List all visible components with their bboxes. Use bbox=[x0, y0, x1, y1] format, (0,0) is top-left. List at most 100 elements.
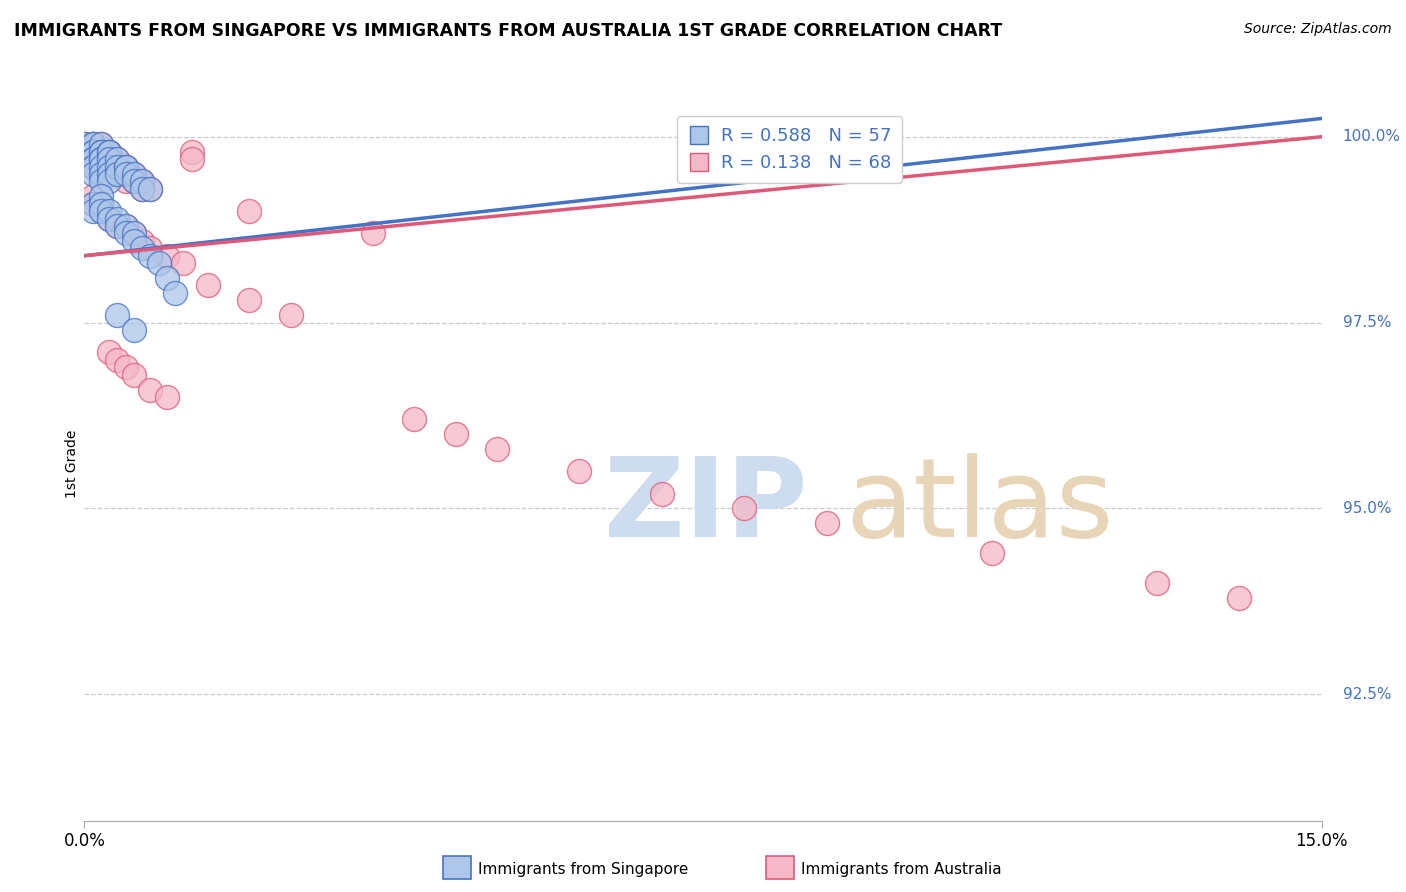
Point bbox=[98, 145, 121, 159]
Text: 95.0%: 95.0% bbox=[1343, 501, 1391, 516]
Point bbox=[1227, 591, 1250, 605]
Point bbox=[148, 256, 170, 270]
Point bbox=[105, 152, 128, 166]
Point bbox=[114, 160, 136, 174]
Point bbox=[105, 219, 128, 233]
Text: 100.0%: 100.0% bbox=[1343, 129, 1400, 145]
Point bbox=[131, 174, 153, 188]
Point bbox=[114, 219, 136, 233]
Point bbox=[90, 152, 112, 166]
Point bbox=[122, 323, 145, 337]
Y-axis label: 1st Grade: 1st Grade bbox=[65, 430, 79, 498]
Point bbox=[131, 182, 153, 196]
Point bbox=[139, 182, 162, 196]
Point bbox=[98, 345, 121, 359]
Point bbox=[82, 152, 104, 166]
Point bbox=[73, 137, 96, 152]
Text: ZIP: ZIP bbox=[605, 453, 807, 560]
Point bbox=[568, 464, 591, 478]
Point bbox=[82, 160, 104, 174]
Point bbox=[82, 145, 104, 159]
Point bbox=[90, 137, 112, 152]
Point bbox=[139, 182, 162, 196]
Point bbox=[82, 167, 104, 181]
Point bbox=[90, 160, 112, 174]
Point bbox=[131, 241, 153, 255]
Point bbox=[238, 204, 260, 219]
Point bbox=[105, 167, 128, 181]
Text: atlas: atlas bbox=[845, 453, 1114, 560]
Point bbox=[90, 152, 112, 166]
Point bbox=[90, 145, 112, 159]
Point bbox=[98, 211, 121, 226]
Point bbox=[82, 152, 104, 166]
Point bbox=[651, 486, 673, 500]
Point bbox=[131, 234, 153, 248]
Point bbox=[90, 160, 112, 174]
Point bbox=[105, 160, 128, 174]
Legend: R = 0.588   N = 57, R = 0.138   N = 68: R = 0.588 N = 57, R = 0.138 N = 68 bbox=[678, 116, 901, 183]
Point bbox=[156, 390, 179, 404]
Point bbox=[114, 360, 136, 375]
Point bbox=[733, 501, 755, 516]
Point bbox=[82, 137, 104, 152]
Text: Immigrants from Singapore: Immigrants from Singapore bbox=[478, 863, 689, 877]
Point bbox=[444, 427, 467, 442]
Point bbox=[105, 160, 128, 174]
Point bbox=[485, 442, 508, 456]
Point bbox=[122, 174, 145, 188]
Point bbox=[90, 196, 112, 211]
Point bbox=[815, 516, 838, 531]
Point bbox=[98, 160, 121, 174]
Point bbox=[122, 234, 145, 248]
Point bbox=[122, 368, 145, 382]
Point bbox=[98, 174, 121, 188]
Point bbox=[280, 308, 302, 322]
Point bbox=[105, 211, 128, 226]
Point bbox=[82, 196, 104, 211]
Point bbox=[82, 196, 104, 211]
Point bbox=[98, 152, 121, 166]
Point bbox=[98, 167, 121, 181]
Point bbox=[197, 278, 219, 293]
Point bbox=[122, 227, 145, 241]
Point bbox=[73, 145, 96, 159]
Point bbox=[90, 167, 112, 181]
Point bbox=[90, 152, 112, 166]
Point bbox=[139, 241, 162, 255]
Point bbox=[82, 137, 104, 152]
Point bbox=[361, 227, 384, 241]
Point bbox=[98, 145, 121, 159]
Point bbox=[131, 174, 153, 188]
Point bbox=[122, 227, 145, 241]
Point bbox=[114, 174, 136, 188]
Point bbox=[82, 152, 104, 166]
Point bbox=[114, 160, 136, 174]
Point bbox=[90, 145, 112, 159]
Point bbox=[82, 137, 104, 152]
Point bbox=[114, 160, 136, 174]
Point bbox=[73, 137, 96, 152]
Point bbox=[122, 167, 145, 181]
Point bbox=[404, 412, 426, 426]
Point bbox=[90, 204, 112, 219]
Point bbox=[82, 145, 104, 159]
Point bbox=[82, 160, 104, 174]
Point bbox=[98, 167, 121, 181]
Point bbox=[82, 204, 104, 219]
Point bbox=[73, 145, 96, 159]
Point bbox=[156, 271, 179, 285]
Point bbox=[139, 383, 162, 397]
Point bbox=[114, 167, 136, 181]
Point bbox=[114, 227, 136, 241]
Point bbox=[82, 145, 104, 159]
Text: 92.5%: 92.5% bbox=[1343, 687, 1391, 702]
Point bbox=[980, 546, 1002, 560]
Point bbox=[238, 293, 260, 308]
Point bbox=[105, 352, 128, 367]
Point bbox=[114, 167, 136, 181]
Point bbox=[139, 249, 162, 263]
Point bbox=[156, 249, 179, 263]
Point bbox=[82, 145, 104, 159]
Point bbox=[90, 167, 112, 181]
